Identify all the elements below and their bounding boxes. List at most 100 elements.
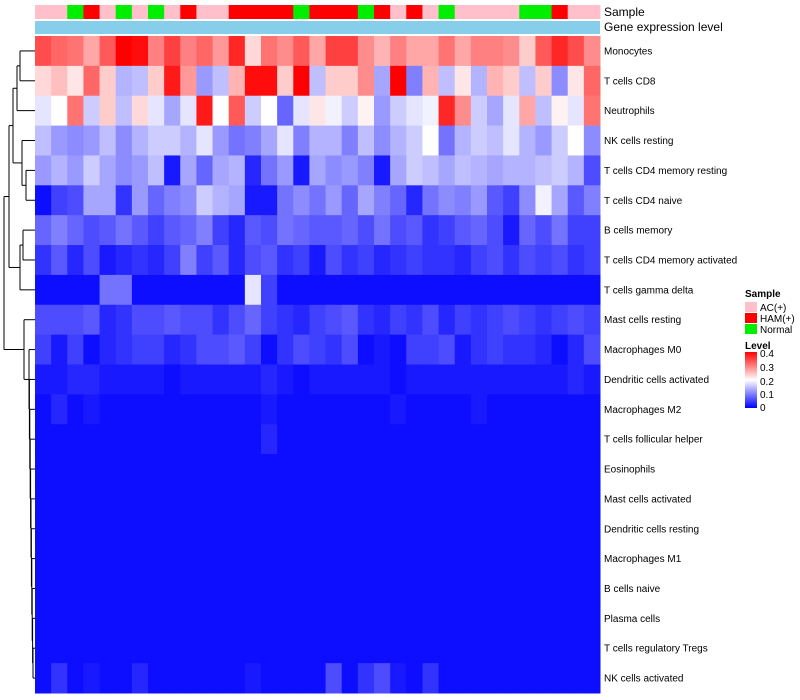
sample-annotation-cell — [228, 5, 246, 19]
heatmap-cell — [51, 65, 68, 97]
sample-annotation-cell — [83, 5, 101, 19]
heatmap-cell — [470, 36, 488, 67]
heatmap-cell — [244, 483, 262, 515]
heatmap-cell — [293, 603, 310, 634]
heatmap-cell — [406, 245, 423, 276]
heatmap-cell — [228, 185, 246, 216]
heatmap-cell — [277, 304, 294, 336]
heatmap-cell — [390, 185, 407, 216]
heatmap-cell — [196, 274, 214, 306]
heatmap-cell — [535, 245, 553, 276]
heatmap-cell — [551, 663, 569, 694]
heatmap-cell — [470, 394, 488, 425]
row-label: Macrophages M0 — [604, 345, 682, 356]
legend-level-tick: 0.1 — [760, 390, 774, 401]
heatmap-cell — [261, 454, 278, 485]
heatmap-cell — [164, 513, 181, 545]
heatmap-cell — [212, 603, 230, 634]
heatmap-cell — [487, 125, 504, 156]
heatmap-cell — [503, 364, 520, 395]
heatmap-cell — [99, 304, 117, 336]
heatmap-cell — [293, 125, 310, 156]
heatmap-cell — [99, 483, 117, 515]
heatmap-cell — [519, 245, 536, 276]
heatmap-cell — [357, 65, 375, 97]
heatmap-cell — [293, 334, 310, 365]
heatmap-cell — [325, 185, 343, 216]
heatmap-cell — [99, 65, 117, 97]
heatmap-cell — [374, 304, 391, 336]
heatmap-cell — [519, 394, 536, 425]
heatmap-cell — [438, 245, 456, 276]
heatmap-cell — [293, 513, 310, 545]
heatmap-cell — [148, 663, 165, 694]
heatmap-cell — [503, 304, 520, 336]
sample-annotation-cell — [67, 5, 84, 19]
heatmap-cell — [99, 603, 117, 634]
heatmap-cell — [293, 274, 310, 306]
sample-annotation-cell — [341, 5, 359, 19]
heatmap-cell — [115, 633, 133, 664]
heatmap-cell — [99, 633, 117, 664]
heatmap-cell — [148, 155, 165, 186]
heatmap-cell — [309, 304, 327, 336]
heatmap-cell — [164, 125, 181, 156]
heatmap-cell — [277, 215, 294, 246]
heatmap-cell — [261, 304, 278, 336]
heatmap-cell — [164, 36, 181, 67]
heatmap-cell — [454, 36, 472, 67]
heatmap-cell — [422, 125, 440, 156]
heatmap-cell — [406, 424, 423, 455]
heatmap-cell — [67, 185, 84, 216]
heatmap-cell — [244, 215, 262, 246]
heatmap-cell — [180, 573, 197, 604]
heatmap-cell — [51, 454, 68, 485]
heatmap-cell — [244, 573, 262, 604]
heatmap-cell — [212, 364, 230, 395]
heatmap-cell — [374, 185, 391, 216]
heatmap-cell — [277, 543, 294, 575]
heatmap-cell — [357, 543, 375, 575]
heatmap-cell — [196, 245, 214, 276]
heatmap-cell — [390, 603, 407, 634]
heatmap-cell — [535, 603, 553, 634]
heatmap-cell — [470, 663, 488, 694]
heatmap-cell — [83, 245, 101, 276]
heatmap-cell — [325, 603, 343, 634]
heatmap-cell — [583, 603, 601, 634]
sample-annotation-cell — [535, 5, 553, 19]
heatmap-cell — [131, 155, 149, 186]
sample-annotation-cell — [293, 5, 310, 19]
heatmap-cell — [341, 633, 359, 664]
heatmap-cell — [83, 364, 101, 395]
heatmap-cell — [115, 215, 133, 246]
heatmap-cell — [454, 125, 472, 156]
heatmap-cell — [309, 603, 327, 634]
heatmap-cell — [583, 633, 601, 664]
heatmap-cell — [228, 215, 246, 246]
heatmap-cell — [567, 663, 585, 694]
heatmap-cell — [212, 95, 230, 127]
heatmap-cell — [519, 573, 536, 604]
heatmap-cell — [83, 334, 101, 365]
heatmap-cell — [438, 334, 456, 365]
heatmap-cell — [228, 364, 246, 395]
heatmap-cell — [583, 543, 601, 575]
heatmap-cell — [196, 125, 214, 156]
heatmap-cell — [535, 65, 553, 97]
heatmap-cell — [115, 334, 133, 365]
heatmap-cell — [309, 513, 327, 545]
heatmap-cell — [470, 543, 488, 575]
heatmap-cell — [341, 95, 359, 127]
heatmap-cell — [115, 155, 133, 186]
heatmap-cell — [454, 185, 472, 216]
heatmap-cell — [228, 65, 246, 97]
heatmap-cell — [67, 573, 84, 604]
heatmap-cell — [83, 543, 101, 575]
heatmap-cell — [357, 454, 375, 485]
heatmap-cell — [51, 125, 68, 156]
heatmap-cell — [551, 633, 569, 664]
heatmap-cell — [99, 394, 117, 425]
heatmap-cell — [374, 543, 391, 575]
heatmap-cell — [519, 633, 536, 664]
